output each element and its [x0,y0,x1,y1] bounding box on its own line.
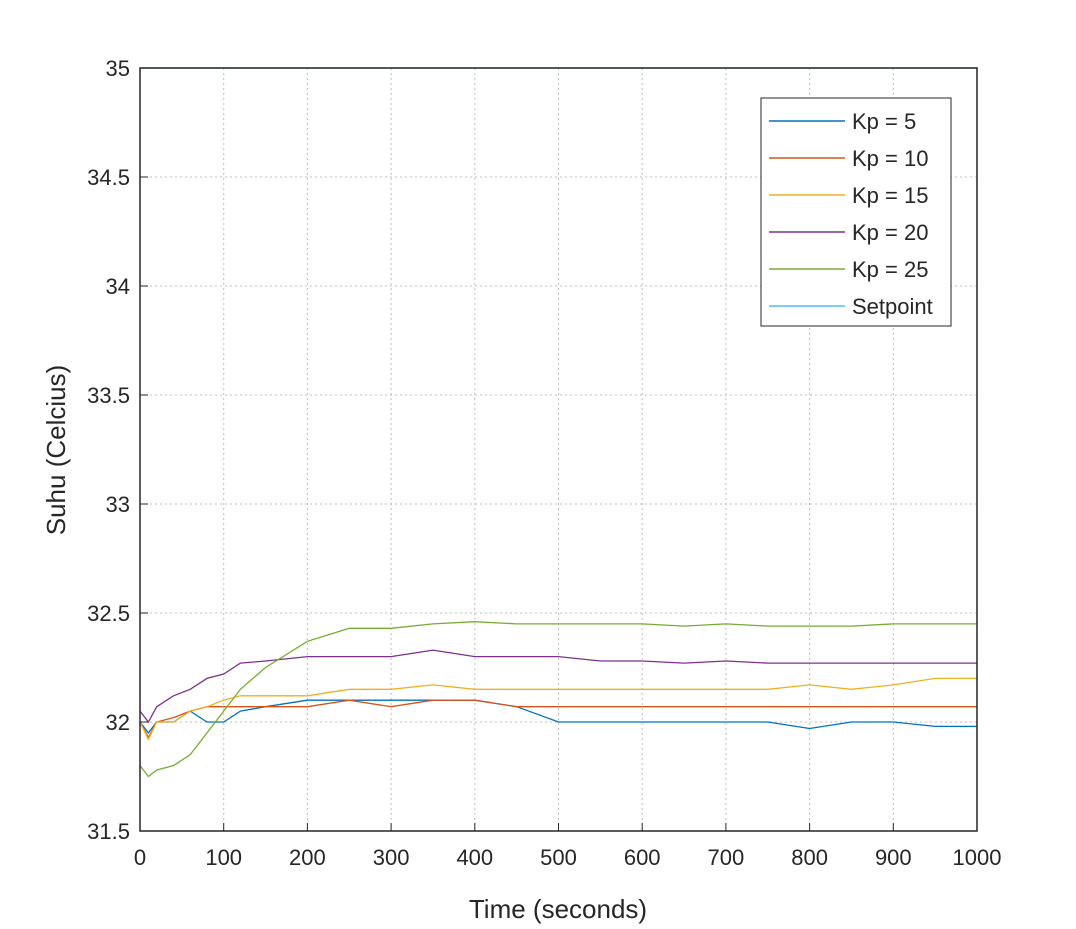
x-tick-label: 200 [289,845,326,870]
y-tick-label: 34 [106,274,130,299]
legend-box [760,97,952,327]
x-tick-label: 900 [875,845,912,870]
x-tick-label: 700 [708,845,745,870]
series-line-4 [139,621,977,778]
x-tick-label: 100 [205,845,242,870]
x-tick-label: 300 [373,845,410,870]
legend-label: Kp = 5 [852,109,916,134]
legend-label: Kp = 15 [852,183,928,208]
legend-label: Kp = 25 [852,257,928,282]
legend-label: Setpoint [852,294,933,319]
y-tick-label: 35 [106,56,130,81]
series-line-2 [139,677,977,741]
y-tick-label: 32 [106,710,130,735]
y-tick-labels: 31.5 32 32.5 33 33.5 34 34.5 35 [87,56,148,844]
y-tick-label: 31.5 [87,819,130,844]
legend-label: Kp = 20 [852,220,928,245]
x-tick-label: 600 [624,845,661,870]
series-line-3 [139,649,977,724]
x-tick-label: 400 [456,845,493,870]
x-tick-label: 500 [540,845,577,870]
y-tick-label: 34.5 [87,165,130,190]
legend: Kp = 5 Kp = 10 Kp = 15 Kp = 20 Kp = 25 Setpoi… [760,97,952,327]
y-tick-label: 32.5 [87,601,130,626]
x-tick-label: 1000 [953,845,1002,870]
y-tick-label: 33.5 [87,383,130,408]
grid [140,68,977,831]
x-tick-labels: 0 100 200 300 400 500 600 700 800 900 1000 [134,823,1002,870]
legend-label: Kp = 10 [852,146,928,171]
x-axis-label: Time (seconds) [469,894,647,924]
x-tick-label: 0 [134,845,146,870]
y-axis-label: Suhu (Celcius) [41,365,71,536]
x-tick-label: 800 [791,845,828,870]
y-tick-label: 33 [106,492,130,517]
